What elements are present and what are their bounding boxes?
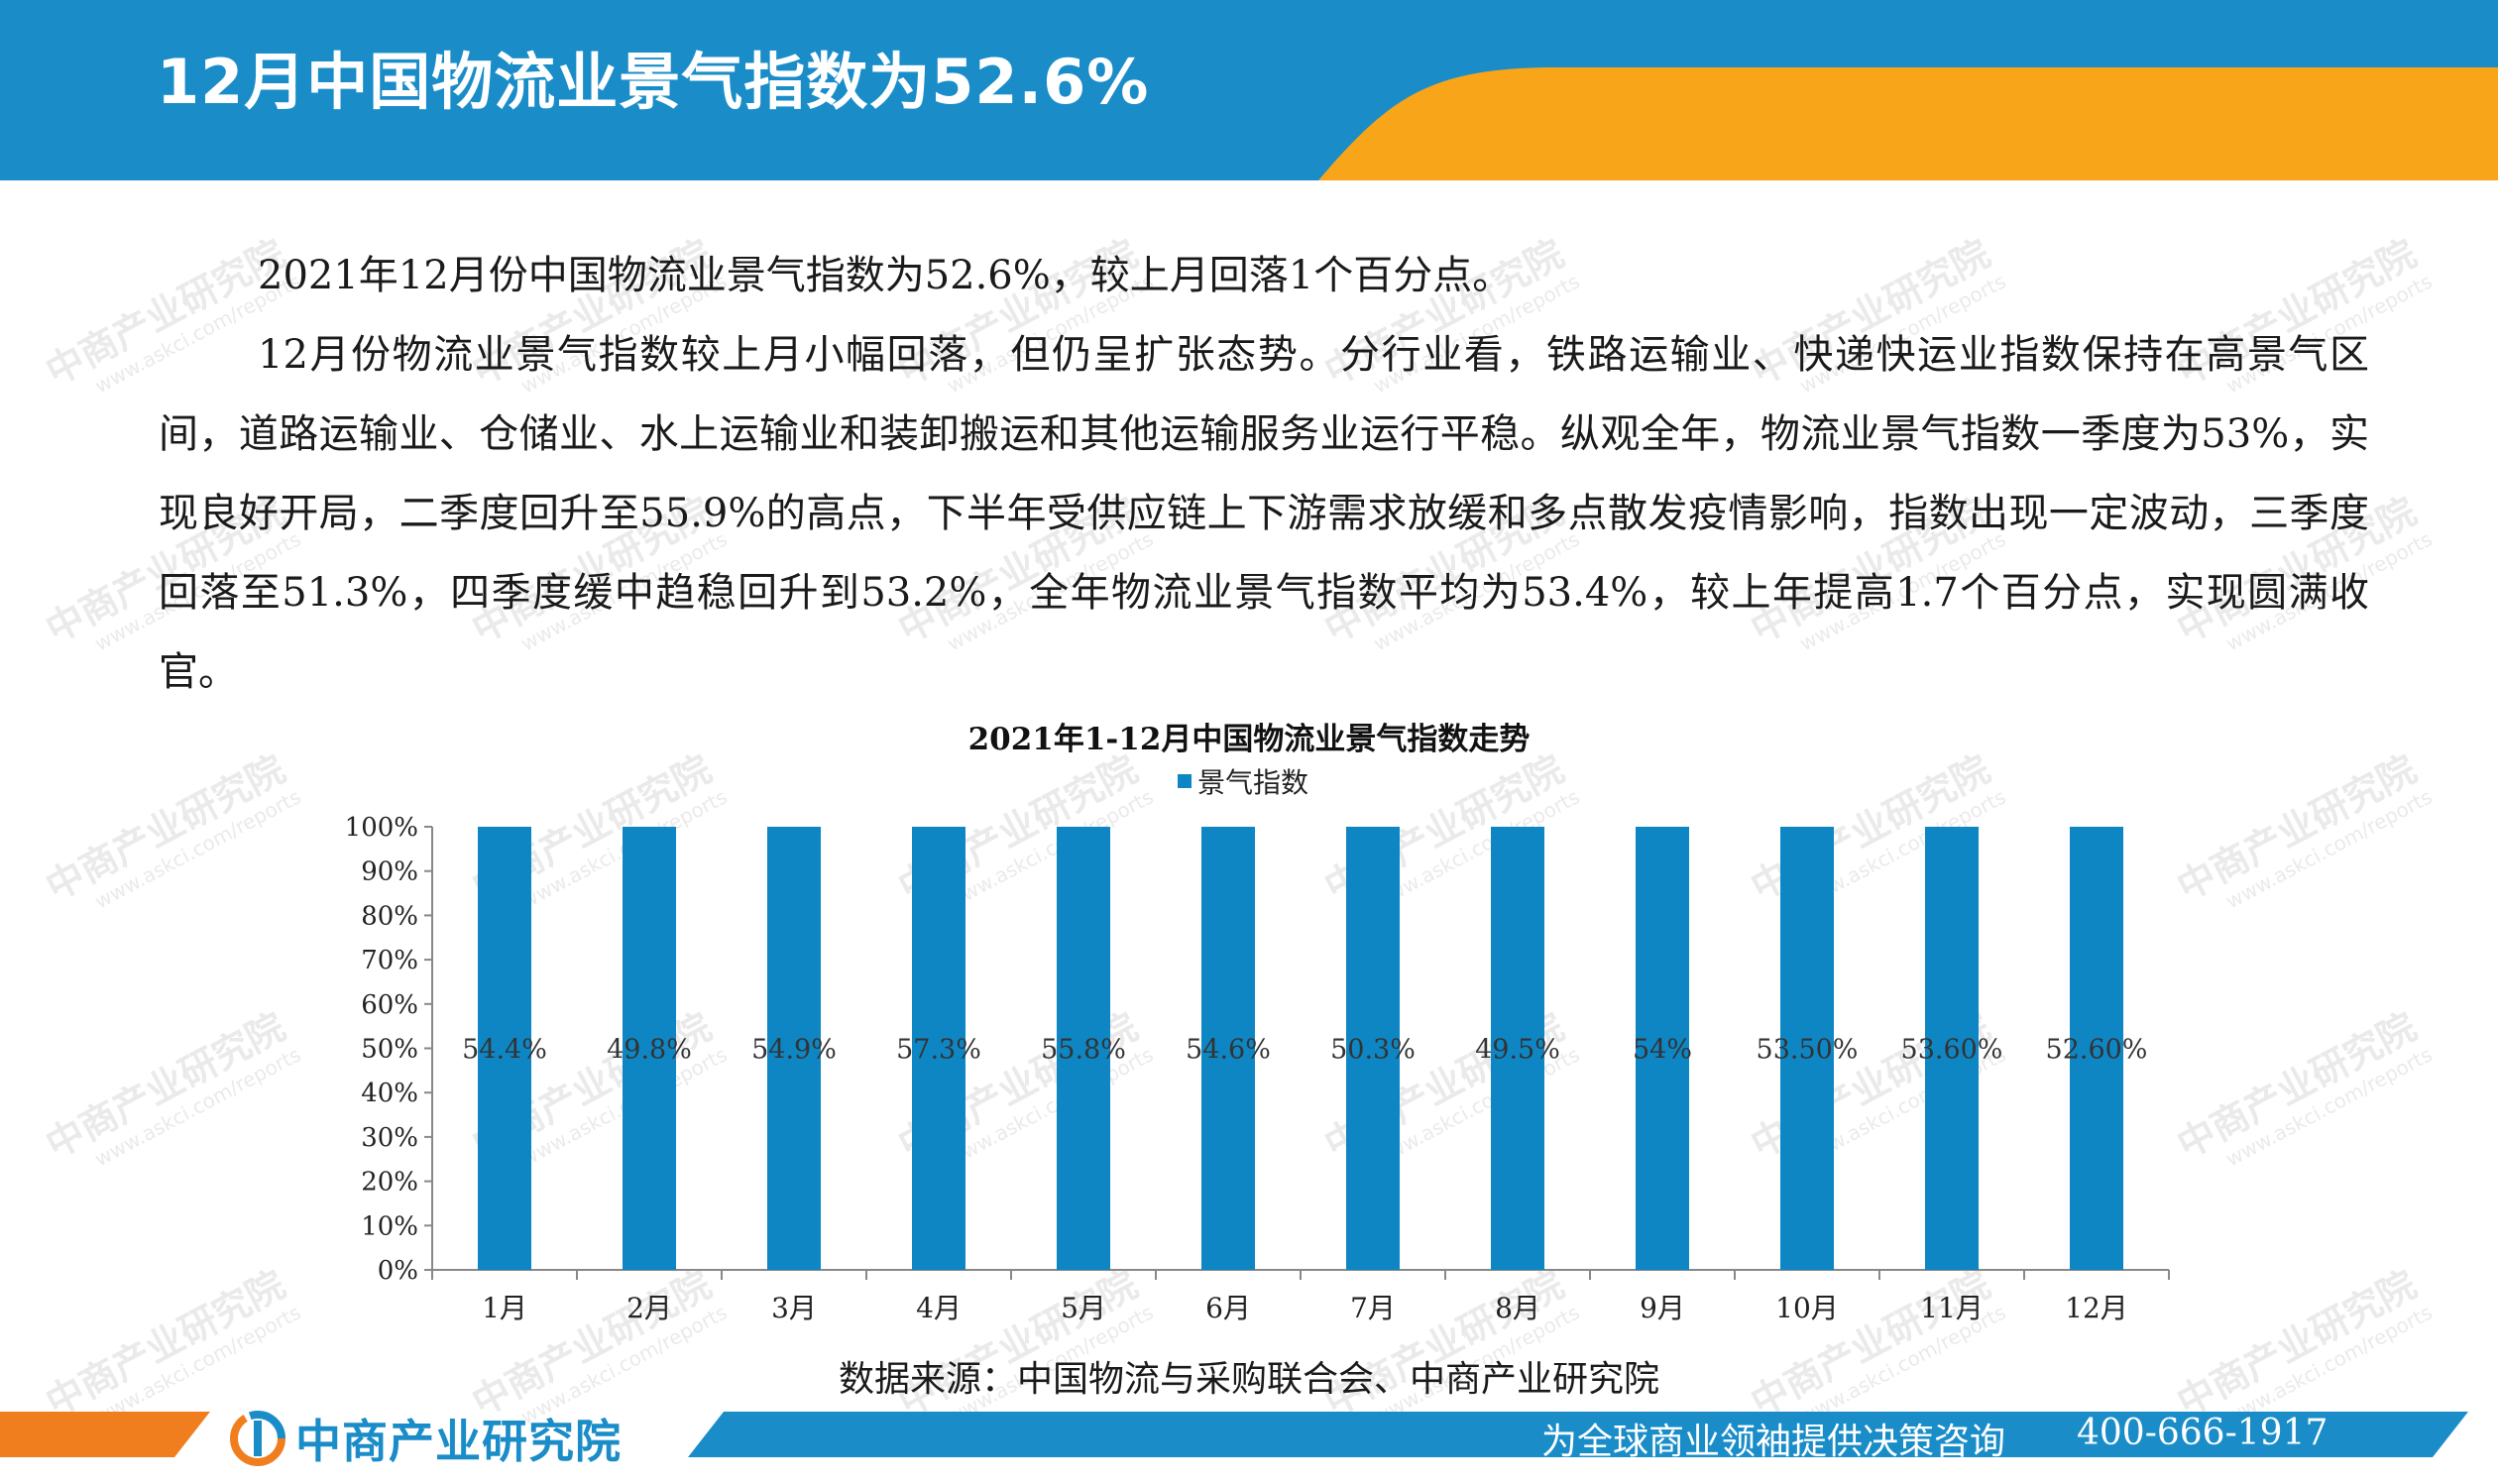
x-tick-label: 11月 bbox=[1920, 1292, 1984, 1324]
chart-title: 2021年1-12月中国物流业景气指数走势 bbox=[967, 722, 1531, 757]
body-text: 2021年12月份中国物流业景气指数为52.6%，较上月回落1个百分点。 12月… bbox=[159, 236, 2369, 712]
x-tick-label: 9月 bbox=[1640, 1292, 1685, 1324]
bar-data-label: 54.9% bbox=[751, 1035, 837, 1066]
y-tick-label: 40% bbox=[361, 1079, 418, 1108]
footer-bar bbox=[0, 1412, 2468, 1457]
bar bbox=[767, 827, 821, 1270]
y-tick-label: 30% bbox=[361, 1123, 418, 1153]
y-tick-label: 20% bbox=[361, 1168, 418, 1198]
y-tick-label: 90% bbox=[361, 857, 418, 887]
bar bbox=[1636, 827, 1689, 1270]
bar bbox=[478, 827, 531, 1270]
bar-data-label: 53.60% bbox=[1901, 1035, 2003, 1066]
x-tick-label: 4月 bbox=[916, 1292, 962, 1324]
legend-label: 景气指数 bbox=[1197, 766, 1309, 799]
chart-legend: 景气指数 bbox=[1178, 761, 1308, 801]
page-title: 12月中国物流业景气指数为52.6% bbox=[157, 46, 1150, 118]
bar-data-label: 49.8% bbox=[607, 1035, 692, 1066]
bar-data-label: 54.6% bbox=[1186, 1035, 1271, 1066]
x-tick-label: 3月 bbox=[771, 1292, 817, 1324]
bar bbox=[912, 827, 965, 1270]
bar bbox=[1057, 827, 1110, 1270]
x-tick-label: 10月 bbox=[1775, 1292, 1839, 1324]
bar-data-label: 52.60% bbox=[2046, 1035, 2148, 1066]
paragraph-detail: 12月份物流业景气指数较上月小幅回落，但仍呈扩张态势。分行业看，铁路运输业、快递… bbox=[159, 332, 2369, 695]
y-tick-label: 60% bbox=[361, 990, 418, 1020]
source-note: 数据来源：中国物流与采购联合会、中商产业研究院 bbox=[838, 1359, 1659, 1400]
y-tick-label: 50% bbox=[361, 1035, 418, 1065]
footer-phone: 400-666-1917 bbox=[2077, 1413, 2328, 1453]
y-tick-label: 10% bbox=[361, 1211, 418, 1241]
paragraph-summary: 2021年12月份中国物流业景气指数为52.6%，较上月回落1个百分点。 bbox=[258, 253, 1513, 298]
x-tick-label: 12月 bbox=[2065, 1292, 2128, 1324]
bar-data-label: 50.3% bbox=[1330, 1035, 1416, 1066]
bar bbox=[1925, 827, 1979, 1270]
bar bbox=[623, 827, 676, 1270]
y-tick-label: 100% bbox=[345, 813, 418, 843]
bar-data-label: 54% bbox=[1633, 1035, 1692, 1066]
bar bbox=[1780, 827, 1834, 1270]
bar-data-label: 49.5% bbox=[1475, 1035, 1560, 1066]
bar-chart: 0% 10% 20% 30% 40% 50% 60% 70% 80% 90% 100% 54.4% 1月… bbox=[345, 813, 2170, 1324]
legend-swatch bbox=[1178, 774, 1192, 788]
x-tick-label: 2月 bbox=[626, 1292, 672, 1324]
y-tick-label: 80% bbox=[361, 901, 418, 931]
x-tick-label: 6月 bbox=[1205, 1292, 1251, 1324]
bar-data-label: 57.3% bbox=[896, 1035, 981, 1066]
header-orange-wave bbox=[1318, 67, 2498, 180]
y-tick-label: 70% bbox=[361, 946, 418, 975]
logo-icon bbox=[230, 1411, 285, 1466]
bar-data-label: 54.4% bbox=[462, 1035, 547, 1066]
bar bbox=[1346, 827, 1400, 1270]
bar bbox=[2070, 827, 2123, 1270]
bar-data-label: 53.50% bbox=[1757, 1035, 1859, 1066]
x-tick-label: 1月 bbox=[482, 1292, 527, 1324]
footer-slogan: 为全球商业领袖提供决策咨询 bbox=[1541, 1422, 2006, 1462]
footer-logo-text: 中商产业研究院 bbox=[295, 1415, 622, 1468]
x-tick-label: 8月 bbox=[1495, 1292, 1540, 1324]
bar bbox=[1201, 827, 1255, 1270]
x-tick-label: 5月 bbox=[1061, 1292, 1106, 1324]
footer-logo: 中商产业研究院 bbox=[230, 1406, 622, 1471]
x-tick-label: 7月 bbox=[1350, 1292, 1396, 1324]
y-tick-label: 0% bbox=[378, 1256, 418, 1286]
bar bbox=[1491, 827, 1544, 1270]
bar-data-label: 55.8% bbox=[1041, 1035, 1126, 1066]
